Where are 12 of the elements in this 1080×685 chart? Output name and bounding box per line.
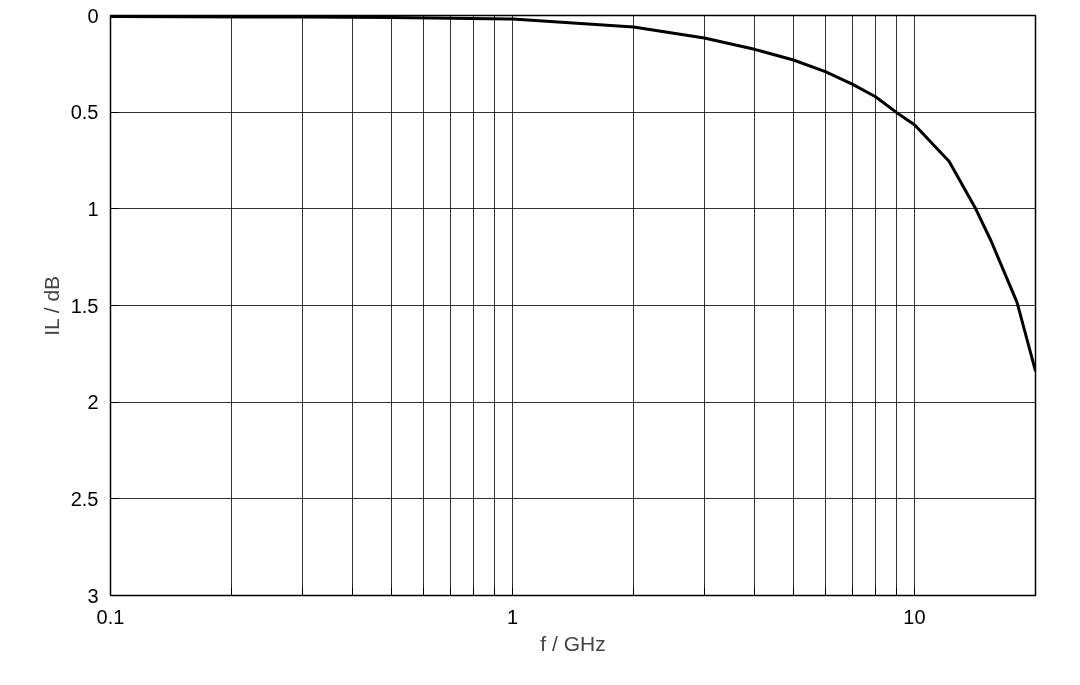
y-tick-label: 1 xyxy=(87,197,99,220)
y-tick-label: 1.5 xyxy=(70,294,99,317)
y-tick-label: 0 xyxy=(87,4,99,27)
y-tick-label: 2.5 xyxy=(70,487,99,510)
x-tick-label: 1 xyxy=(506,605,519,628)
y-tick-label: 3 xyxy=(87,584,99,607)
x-tick-label: 10 xyxy=(903,605,926,628)
y-tick-label: 0.5 xyxy=(70,101,99,124)
y-axis-title: IL / dB xyxy=(39,275,63,336)
x-axis-title: f / GHz xyxy=(540,631,606,655)
y-tick-label: 2 xyxy=(87,391,99,414)
x-tick-label: 0.1 xyxy=(96,605,125,628)
